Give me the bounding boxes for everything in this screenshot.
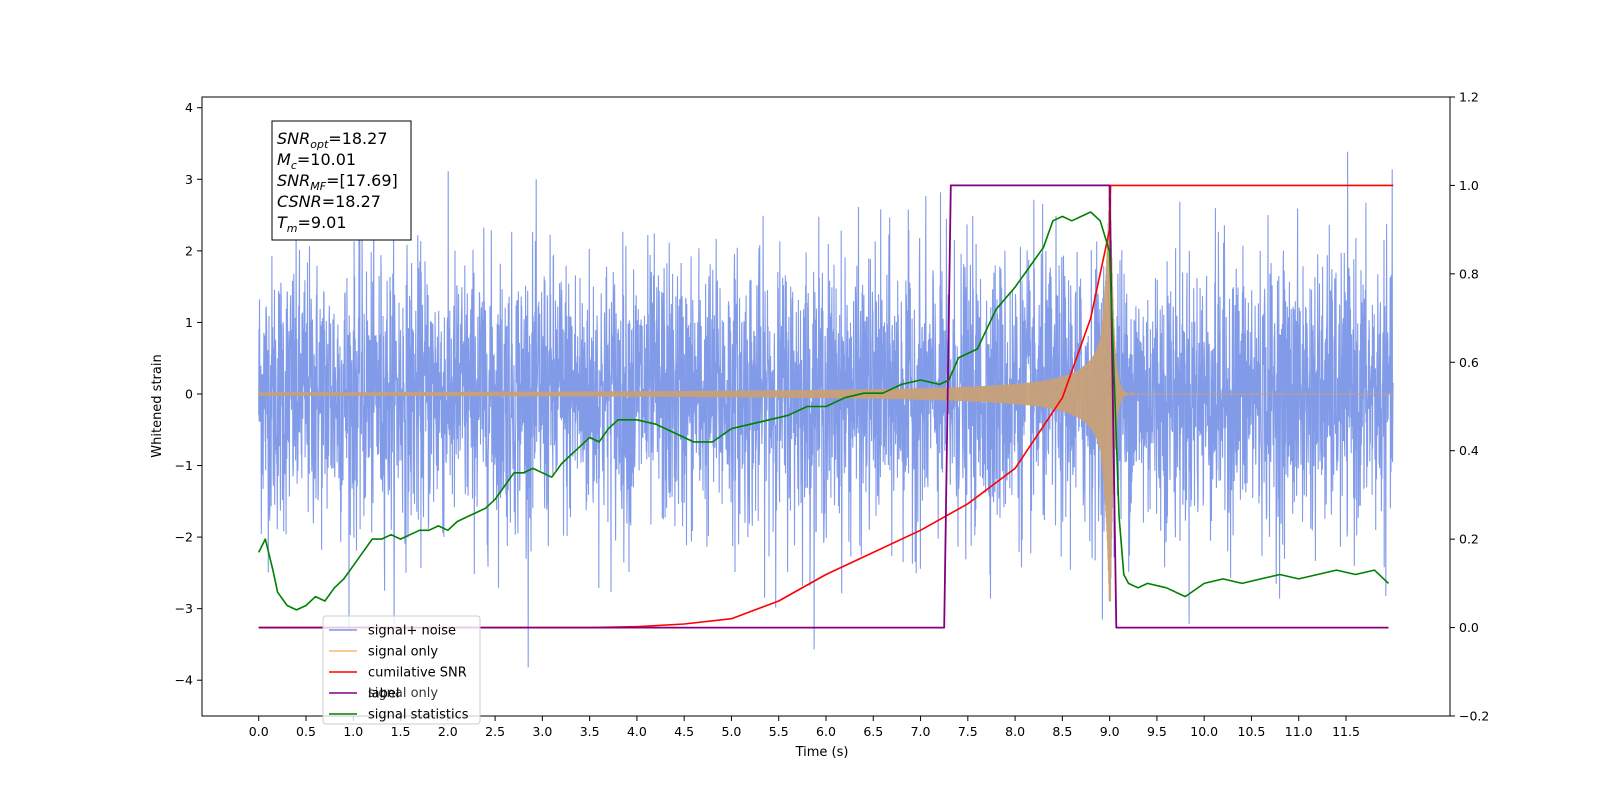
y-axis-label: Whitened strain bbox=[150, 354, 165, 457]
x-tick-label: 8.0 bbox=[1005, 724, 1025, 739]
y-tick-label: −2 bbox=[175, 530, 193, 545]
legend-entry: signal+ noise bbox=[368, 624, 456, 639]
x-tick-label: 11.5 bbox=[1332, 724, 1360, 739]
y2-tick-label: −0.2 bbox=[1459, 709, 1489, 724]
series-line-signal-only bbox=[258, 186, 1394, 602]
series-line-cumulative-snr bbox=[258, 184, 1394, 629]
legend-entry: signal statistics bbox=[368, 708, 469, 723]
x-tick-label: 4.5 bbox=[674, 724, 694, 739]
y-tick-label: 4 bbox=[185, 100, 193, 115]
legend-entry: label bbox=[368, 687, 399, 702]
y2-tick-label: 0.8 bbox=[1459, 266, 1479, 281]
y2-tick-label: 0.0 bbox=[1459, 620, 1479, 635]
x-axis: 0.0 0.5 1.0 1.5 2.0 2.5 3.0 3.5 4.0 4.5 5.0 5.5 6.0 6… bbox=[249, 716, 1360, 739]
y-tick-label: 1 bbox=[185, 315, 193, 330]
x-tick-label: 3.5 bbox=[580, 724, 600, 739]
y-tick-label: 0 bbox=[185, 386, 193, 401]
legend-ghost-entry: signal only bbox=[368, 686, 438, 701]
y-tick-label: −3 bbox=[175, 601, 193, 616]
y2-tick-label: 1.0 bbox=[1459, 178, 1479, 193]
x-axis-label: Time (s) bbox=[795, 745, 849, 760]
y-tick-label: −1 bbox=[175, 458, 193, 473]
x-tick-label: 0.0 bbox=[249, 724, 269, 739]
x-tick-label: 1.5 bbox=[391, 724, 411, 739]
y2-tick-label: 0.6 bbox=[1459, 355, 1479, 370]
x-tick-label: 3.0 bbox=[532, 724, 552, 739]
annotation-line: CSNR=18.27 bbox=[277, 192, 381, 211]
annotation-line: SNRopt=18.27 bbox=[277, 129, 388, 151]
x-tick-label: 8.5 bbox=[1052, 724, 1072, 739]
legend-entry: cumilative SNR bbox=[368, 666, 467, 681]
x-tick-label: 6.0 bbox=[816, 724, 836, 739]
series-line-label bbox=[258, 184, 1389, 629]
annotation-line: Mc=10.01 bbox=[277, 150, 356, 172]
x-tick-label: 11.0 bbox=[1285, 724, 1313, 739]
y-tick-label: 2 bbox=[185, 243, 193, 258]
x-tick-label: 2.0 bbox=[438, 724, 458, 739]
y-tick-label: 3 bbox=[185, 172, 193, 187]
x-tick-label: 7.0 bbox=[911, 724, 931, 739]
plot-area bbox=[257, 151, 1394, 668]
x-tick-label: 10.5 bbox=[1238, 724, 1266, 739]
series-line-signal-statistics bbox=[257, 211, 1390, 611]
series-line-signal-plus-noise bbox=[258, 151, 1394, 668]
x-tick-label: 5.0 bbox=[722, 724, 742, 739]
annotation-line: Tm=9.01 bbox=[277, 213, 347, 235]
y-axis-left: 4 3 2 1 0 −1 −2 −3 −4 bbox=[175, 100, 202, 688]
x-tick-label: 2.5 bbox=[485, 724, 505, 739]
x-tick-label: 9.0 bbox=[1100, 724, 1120, 739]
x-tick-label: 7.5 bbox=[958, 724, 978, 739]
y2-tick-label: 0.2 bbox=[1459, 532, 1479, 547]
x-tick-label: 6.5 bbox=[863, 724, 883, 739]
x-tick-label: 5.5 bbox=[769, 724, 789, 739]
y2-tick-label: 1.2 bbox=[1459, 90, 1479, 105]
x-tick-label: 1.0 bbox=[343, 724, 363, 739]
y-axis-right: 1.2 1.0 0.8 0.6 0.4 0.2 0.0 −0.2 bbox=[1450, 90, 1489, 724]
y2-tick-label: 0.4 bbox=[1459, 443, 1479, 458]
y-tick-label: −4 bbox=[175, 673, 193, 688]
x-tick-label: 10.0 bbox=[1190, 724, 1218, 739]
annotation-line: SNRMF=[17.69] bbox=[277, 171, 398, 193]
legend-entry: signal only bbox=[368, 645, 438, 660]
x-tick-label: 4.0 bbox=[627, 724, 647, 739]
annotation-box: SNRopt=18.27Mc=10.01SNRMF=[17.69]CSNR=18… bbox=[271, 120, 412, 241]
legend: signal+ noise signal only cumilative SNR la… bbox=[322, 615, 481, 725]
x-tick-label: 9.5 bbox=[1147, 724, 1167, 739]
x-tick-label: 0.5 bbox=[296, 724, 316, 739]
